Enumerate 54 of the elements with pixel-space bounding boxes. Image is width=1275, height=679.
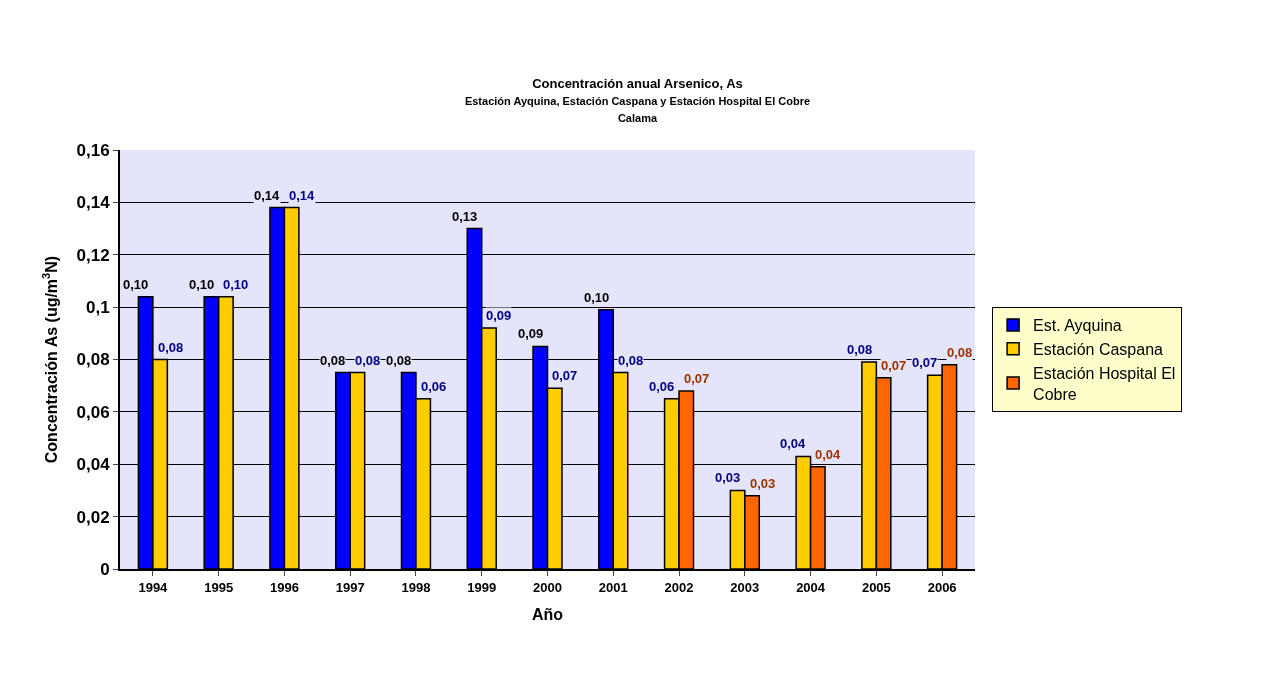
data-label: 0,04 xyxy=(780,436,807,451)
data-label: 0,10 xyxy=(584,290,610,305)
x-tick-label: 2002 xyxy=(664,579,694,595)
data-label: 0,08 xyxy=(847,342,873,357)
x-tick-label: 1998 xyxy=(401,579,431,595)
y-tick-label: 0,12 xyxy=(76,245,110,265)
legend-label: Estación Caspana xyxy=(1033,340,1164,358)
data-label: 0,07 xyxy=(881,358,907,373)
data-label: 0,08 xyxy=(158,340,184,355)
data-label: 0,04 xyxy=(815,447,842,462)
x-tick-label: 2003 xyxy=(730,579,760,595)
data-label: 0,06 xyxy=(421,379,447,394)
data-label: 0,08 xyxy=(386,353,412,368)
x-tick-label: 2006 xyxy=(927,579,957,595)
y-tick-label: 0,08 xyxy=(76,350,110,370)
x-tick-label: 1994 xyxy=(138,579,169,595)
x-tick-label: 1999 xyxy=(467,579,497,595)
data-label: 0,08 xyxy=(947,345,973,360)
data-label: 0,10 xyxy=(123,277,149,292)
x-tick-label: 2000 xyxy=(533,579,562,595)
legend-label: Estación Hospital El Cobre xyxy=(1033,364,1176,403)
legend-label: Est. Ayquina xyxy=(1033,317,1122,335)
data-label: 0,14 xyxy=(289,188,316,203)
y-tick-label: 0,02 xyxy=(76,507,110,527)
data-label: 0,07 xyxy=(912,355,938,370)
y-tick-label: 0,1 xyxy=(85,298,110,318)
data-label: 0,08 xyxy=(355,353,381,368)
x-tick-label: 2001 xyxy=(598,579,628,595)
x-tick-label: 2004 xyxy=(796,579,826,595)
y-tick-label: 0,06 xyxy=(76,402,110,422)
data-label: 0,13 xyxy=(452,209,478,224)
chart-title: Concentración anual Arsenico, As xyxy=(532,76,743,92)
data-label: 0,06 xyxy=(649,379,675,394)
x-tick-label: 2005 xyxy=(861,579,891,595)
y-tick-label: 0,16 xyxy=(76,140,110,160)
data-label: 0,09 xyxy=(518,326,544,341)
data-label: 0,08 xyxy=(320,353,346,368)
data-label: 0,09 xyxy=(486,308,512,323)
data-label: 0,10 xyxy=(223,277,249,292)
data-label: 0,14 xyxy=(254,188,281,203)
data-label: 0,07 xyxy=(684,371,710,386)
x-tick-label: 1996 xyxy=(269,579,299,595)
y-tick-label: 0,14 xyxy=(76,193,111,213)
y-tick-label: 0 xyxy=(100,559,110,579)
data-label: 0,08 xyxy=(618,353,644,368)
chart-subtitle: Estación Ayquina, Estación Caspana y Estación Hospital El Cobre Calama xyxy=(464,95,811,125)
data-label: 0,10 xyxy=(189,277,215,292)
data-label: 0,07 xyxy=(552,368,578,383)
data-label: 0,03 xyxy=(715,470,741,485)
y-tick-label: 0,04 xyxy=(76,455,111,475)
data-label: 0,03 xyxy=(750,476,776,491)
x-tick-label: 1995 xyxy=(204,579,234,595)
x-axis-title: Año xyxy=(531,605,564,623)
x-tick-label: 1997 xyxy=(335,579,365,595)
